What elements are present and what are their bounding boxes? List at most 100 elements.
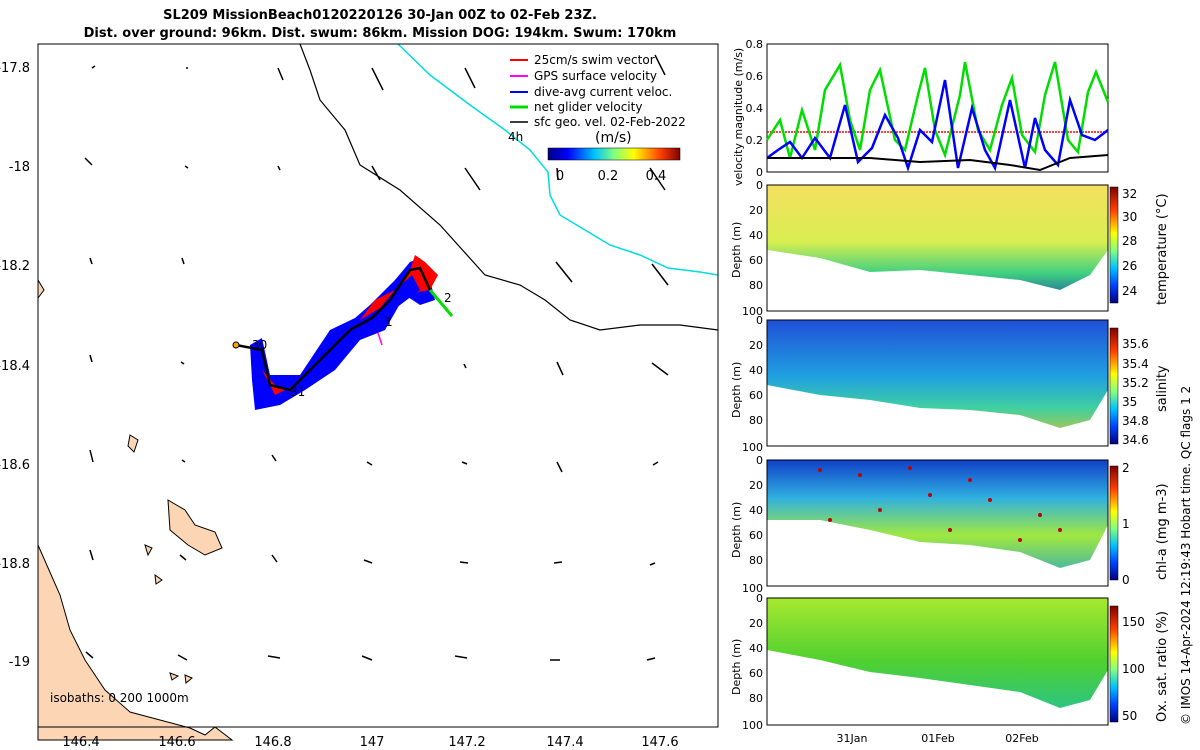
cbar-tick: 0: [556, 169, 564, 184]
depth-tick: 20: [749, 479, 763, 492]
legend-net-glider: net glider velocity: [534, 100, 642, 114]
depth-tick: 0: [756, 454, 763, 467]
depth-tick: 40: [749, 504, 763, 517]
lon-tick: 147: [360, 735, 385, 750]
glider-track-map: 30 31 1 2 4h -17.8 -18 -18.2 -18.4 -18.6…: [0, 43, 719, 750]
depth-tick: 40: [749, 364, 763, 377]
chla-colorbar: [1109, 465, 1119, 581]
lon-tick: 146.4: [62, 735, 99, 750]
cbar-tick: 0.2: [598, 169, 619, 184]
x-tick-01feb: 01Feb: [921, 732, 954, 745]
lon-tick: 147.4: [546, 735, 583, 750]
day-label-30: 30: [252, 338, 267, 352]
net-glider-velocity-line: [765, 61, 1110, 160]
lat-tick: -18.2: [0, 259, 30, 274]
depth-tick: 20: [749, 617, 763, 630]
temperature-ylabel: Depth (m): [730, 222, 743, 278]
speed-colorbar: [547, 147, 681, 161]
lat-tick: -18: [9, 160, 30, 175]
chla-ylabel: Depth (m): [730, 502, 743, 558]
time-x-ticks: 31Jan 01Feb 02Feb: [837, 732, 1039, 745]
lon-ticks: 146.4 146.6 146.8 147 147.2 147.4 147.6: [62, 735, 678, 750]
lat-tick: -17.8: [0, 61, 30, 76]
oxygen-colorbar: [1109, 605, 1119, 723]
chla-panel-frame: [766, 459, 1109, 587]
day-label-3: 4h: [508, 130, 523, 144]
day-label-1: 1: [385, 315, 393, 329]
sfc-geo-velocity-line: [767, 154, 1109, 172]
temperature-section: [767, 185, 1108, 290]
chla-cbar-tick: 1: [1122, 517, 1130, 531]
chla-cbar-tick: 2: [1122, 461, 1130, 475]
oxygen-panel-frame: [766, 597, 1109, 726]
velocity-series: [765, 61, 1110, 173]
velocity-panel-frame: [766, 43, 1109, 173]
island-small-2: [144, 544, 153, 557]
depth-tick: 100: [742, 582, 763, 595]
depth-tick: 0: [756, 179, 763, 192]
oxygen-section: [767, 598, 1108, 708]
glider-path-line: [235, 266, 432, 392]
legend-swim-vector: 25cm/s swim vector: [534, 53, 655, 67]
depth-tick: 20: [749, 339, 763, 352]
dive-avg-current-line: [766, 79, 1109, 173]
temp-cbar-tick: 26: [1122, 259, 1137, 273]
island-small-1: [127, 434, 139, 453]
temp-cbar-tick: 30: [1122, 210, 1137, 224]
ox-cbar-tick: 150: [1122, 615, 1145, 629]
glider-track: [232, 255, 454, 410]
depth-tick: 40: [749, 229, 763, 242]
salinity-panel-frame: [766, 319, 1109, 447]
island-hinchinbrook: [167, 499, 223, 556]
depth-tick: 80: [749, 414, 763, 427]
sal-cbar-tick: 35.4: [1122, 357, 1149, 371]
depth-tick: 60: [749, 529, 763, 542]
depth-tick: 60: [749, 254, 763, 267]
vel-ytick: 0: [756, 166, 763, 179]
figure-title-line2: Dist. over ground: 96km. Dist. swum: 86k…: [83, 26, 677, 41]
chla-cbar-label: chl-a (mg m-3): [1155, 483, 1170, 580]
island-small-6: [37, 278, 45, 300]
island-small-5: [184, 674, 193, 684]
chla-high-dots: [818, 466, 1062, 542]
colorbar-label: (m/s): [595, 130, 632, 146]
vel-ytick: 0.8: [746, 38, 764, 51]
depth-tick: 80: [749, 554, 763, 567]
depth-tick: 80: [749, 692, 763, 705]
legend-dive-avg: dive-avg current veloc.: [534, 85, 672, 99]
mainland-coast: [37, 544, 234, 741]
lon-tick: 147.6: [641, 735, 678, 750]
profile-panels: 0 0.2 0.4 0.6 0.8 velocity magnitude (m/…: [730, 38, 1193, 745]
isobath-200: [299, 43, 719, 331]
sal-cbar-tick: 35: [1122, 395, 1137, 409]
vel-ytick: 0.4: [746, 102, 764, 115]
lat-tick: -18.4: [0, 359, 30, 374]
imos-footer: © IMOS 14-Apr-2024 12:19:43 Hobart time.…: [1179, 386, 1193, 725]
depth-tick: 100: [742, 441, 763, 454]
lat-tick: -18.6: [0, 458, 30, 473]
sal-cbar-tick: 35.2: [1122, 376, 1149, 390]
island-small-3: [154, 573, 163, 585]
vel-ytick: 0.2: [746, 134, 764, 147]
x-tick-31jan: 31Jan: [837, 732, 868, 745]
temp-cbar-tick: 32: [1122, 187, 1137, 201]
depth-tick: 60: [749, 389, 763, 402]
isobath-1000: [397, 43, 719, 276]
x-tick-02feb: 02Feb: [1005, 732, 1038, 745]
ox-cbar-tick: 100: [1122, 662, 1145, 676]
depth-tick: 100: [742, 719, 763, 732]
depth-tick: 40: [749, 642, 763, 655]
salinity-ylabel: Depth (m): [730, 362, 743, 418]
oxygen-ylabel: Depth (m): [730, 639, 743, 695]
depth-tick: 20: [749, 204, 763, 217]
day-label-31: 31: [290, 385, 305, 399]
lat-tick: -18.8: [0, 557, 30, 572]
chla-section: [767, 460, 1108, 568]
lon-tick: 147.2: [448, 735, 485, 750]
surface-geostrophic-arrows: [84, 54, 669, 661]
lat-tick: -19: [9, 655, 30, 670]
island-small-4: [169, 672, 180, 681]
oxygen-cbar-label: Ox. sat. ratio (%): [1155, 611, 1170, 722]
gps-surface-velocity-arrow: [377, 332, 383, 346]
net-glider-velocity-arrow: [428, 289, 454, 317]
